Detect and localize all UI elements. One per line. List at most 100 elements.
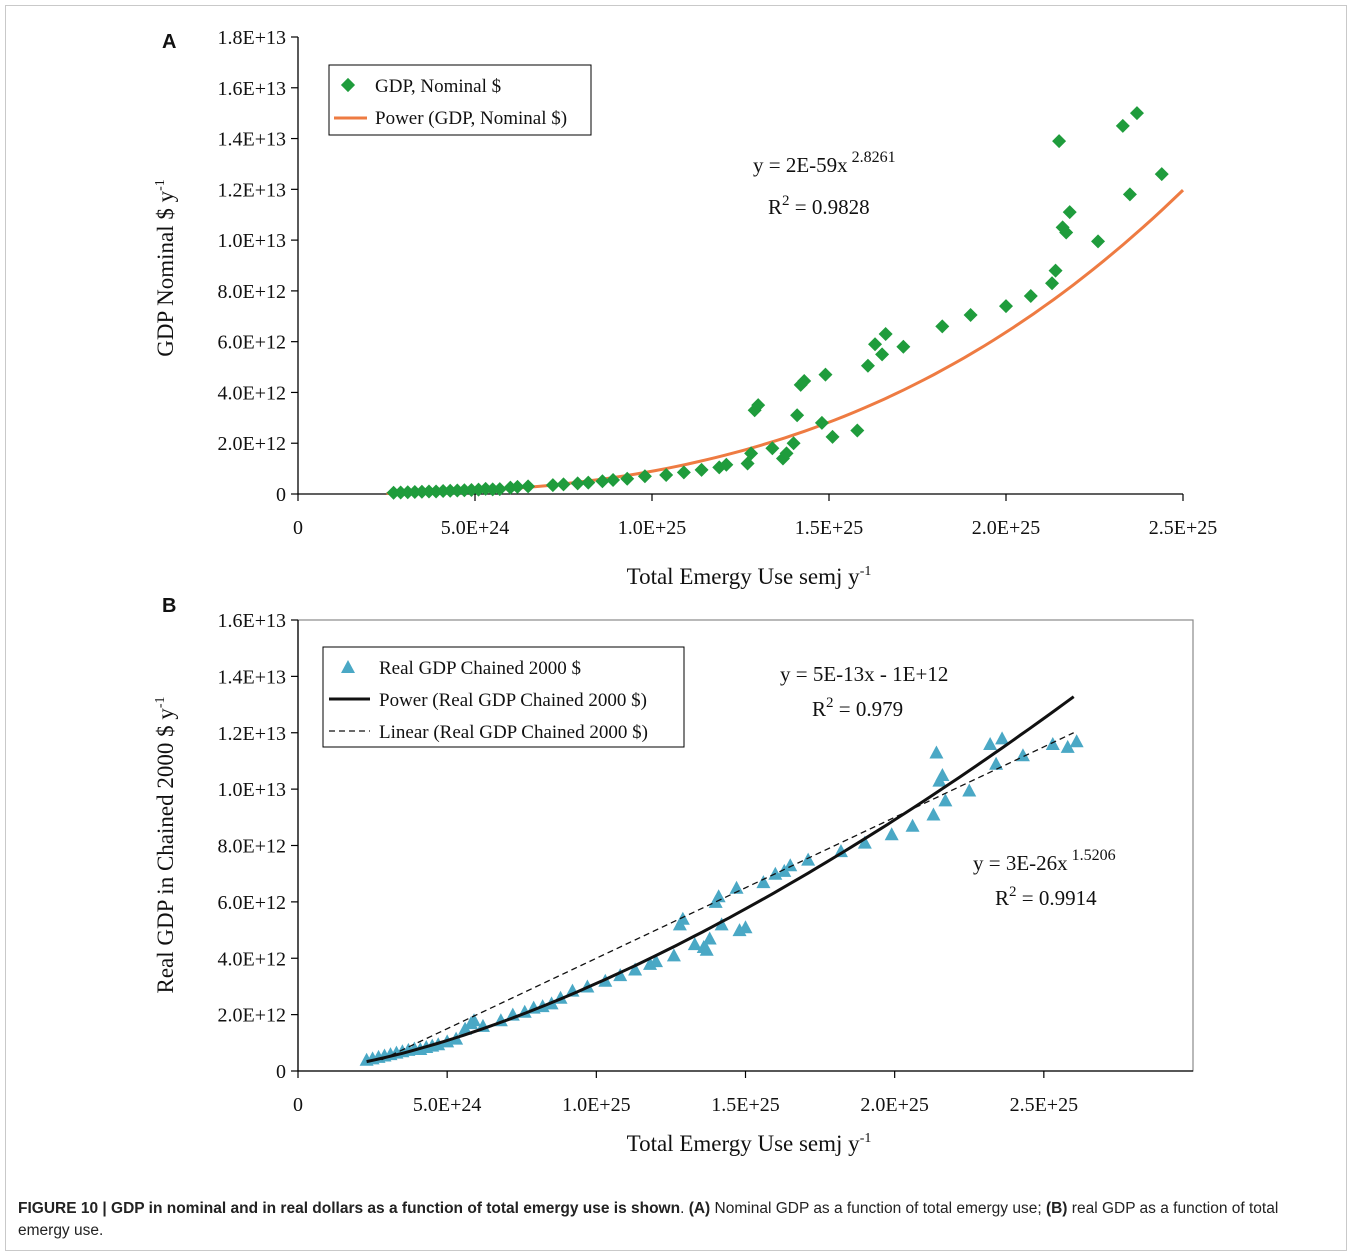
panel-b-y-tick-label: 2.0E+12 (218, 1005, 287, 1027)
panel-b-y-tick-label: 1.4E+13 (218, 666, 287, 688)
data-point-real-gdp (675, 911, 690, 925)
panel-a-x-tick-label: 1.5E+25 (795, 517, 864, 539)
caption-b-text: real GDP as a function of total emergy u… (18, 1200, 1279, 1239)
panel-b-linear-r-squared: R2 = 0.979 (812, 695, 903, 721)
power-fit-curve-real (366, 695, 1075, 1064)
data-point-real-gdp (935, 768, 950, 782)
data-point-gdp-nominal (421, 484, 436, 499)
panel-b-y-tick-label: 0 (276, 1061, 286, 1083)
data-point-real-gdp (962, 783, 977, 797)
data-point-real-gdp (711, 889, 726, 903)
figure-canvas: A 0 2.0E+12 4.0E+12 6.0E+12 8.0E+12 1.0E+13 1.… (153, 27, 1217, 1156)
data-point-real-gdp (649, 954, 663, 968)
panel-b-legend-label-2: Power (Real GDP Chained 2000 $) (379, 690, 647, 711)
data-point-real-gdp (687, 937, 702, 951)
data-point-gdp-nominal (581, 475, 596, 490)
panel-a-y-tick-label: 4.0E+12 (218, 382, 287, 404)
data-point-real-gdp (938, 793, 953, 807)
linear-fit-line-real (381, 732, 1074, 1061)
panel-a-y-tick-label: 6.0E+12 (218, 332, 287, 354)
panel-a-x-tick-label: 2.5E+25 (1149, 517, 1218, 539)
panel-a-legend-label-1: GDP, Nominal $ (375, 76, 501, 97)
panel-b-legend: Real GDP Chained 2000 $ Power (Real GDP … (322, 646, 685, 748)
panel-a-x-tick-label: 0 (293, 517, 303, 539)
data-point-real-gdp (995, 731, 1010, 745)
panel-a-y-tick-label: 1.0E+13 (218, 230, 287, 252)
panel-a-legend-box (328, 64, 592, 136)
panel-a-y-tick-label: 2.0E+12 (218, 433, 287, 455)
data-point-gdp-nominal (860, 358, 875, 373)
panel-a-y-tick-label: 0 (276, 484, 286, 506)
data-point-gdp-nominal (790, 408, 805, 423)
data-point-gdp-nominal (744, 446, 759, 461)
panel-a-legend: GDP, Nominal $ Power (GDP, Nominal $) (328, 64, 592, 136)
data-point-gdp-nominal (751, 398, 766, 413)
data-point-gdp-nominal (875, 347, 890, 362)
data-point-real-gdp (884, 827, 899, 841)
data-point-gdp-nominal (850, 423, 865, 438)
data-point-gdp-nominal (570, 476, 585, 491)
panel-b-y-tick-label: 1.2E+13 (218, 723, 287, 745)
caption-a-text: Nominal GDP as a function of total emerg… (710, 1200, 1046, 1217)
data-point-gdp-nominal (620, 471, 635, 486)
data-point-gdp-nominal (786, 436, 801, 451)
data-point-real-gdp (738, 920, 753, 934)
data-point-gdp-nominal (1059, 225, 1074, 240)
data-point-gdp-nominal (719, 457, 734, 472)
data-point-gdp-nominal (825, 429, 840, 444)
panel-b-y-tick-label: 6.0E+12 (218, 892, 287, 914)
panel-b-x-tick-label: 1.0E+25 (562, 1094, 631, 1116)
data-point-gdp-nominal (1023, 288, 1038, 303)
data-point-gdp-nominal (521, 479, 536, 494)
panel-b-x-tick-label: 5.0E+24 (413, 1094, 482, 1116)
data-point-gdp-nominal (779, 446, 794, 461)
panel-a-x-axis-title: Total Emergy Use semj y-1 (627, 564, 872, 589)
panel-a-y-tick-label: 1.8E+13 (218, 27, 287, 49)
caption-b-tag: (B) (1045, 1200, 1068, 1217)
data-point-gdp-nominal (868, 337, 883, 352)
panel-b: B 0 2.0E+12 4.0E+12 6.0E+12 8.0E+12 1.0E+13 1.… (153, 595, 1194, 1156)
data-point-gdp-nominal (765, 441, 780, 456)
data-point-gdp-nominal (963, 308, 978, 323)
panel-b-letter: B (162, 595, 176, 617)
panel-b-legend-label-3: Linear (Real GDP Chained 2000 $) (379, 722, 648, 743)
panel-b-y-tick-label: 8.0E+12 (218, 836, 287, 858)
data-point-real-gdp (1045, 737, 1060, 751)
figure-caption: FIGURE 10 | GDP in nominal and in real d… (18, 1198, 1328, 1242)
data-point-gdp-nominal (694, 462, 709, 477)
panel-a-y-tick-label: 1.4E+13 (218, 129, 287, 151)
data-point-gdp-nominal (1048, 263, 1063, 278)
caption-a-tag: (A) (688, 1200, 711, 1217)
data-point-gdp-nominal (1122, 187, 1137, 202)
panel-a-letter: A (162, 31, 176, 53)
panel-b-x-tick-label: 2.5E+25 (1010, 1094, 1079, 1116)
data-point-gdp-nominal (637, 469, 652, 484)
legend-diamond-icon (340, 77, 356, 93)
data-point-gdp-nominal (659, 467, 674, 482)
data-point-gdp-nominal (814, 415, 829, 430)
data-point-real-gdp (613, 968, 628, 982)
legend-triangle-icon (341, 660, 355, 673)
data-point-real-gdp (1060, 739, 1075, 753)
panel-b-power-equation: y = 3E-26x 1.5206 (973, 847, 1116, 875)
data-point-real-gdp (783, 858, 798, 872)
data-point-real-gdp (857, 835, 872, 849)
panel-b-y-axis-title: Real GDP in Chained 2000 $ y-1 (153, 696, 178, 993)
data-point-gdp-nominal (896, 339, 911, 354)
panel-b-legend-box (322, 646, 685, 748)
data-point-real-gdp (628, 962, 643, 976)
panel-a: A 0 2.0E+12 4.0E+12 6.0E+12 8.0E+12 1.0E+13 1.… (153, 27, 1217, 589)
panel-a-equation: y = 2E-59x 2.8261 (753, 149, 896, 177)
data-point-real-gdp (714, 917, 729, 931)
data-point-real-gdp (699, 942, 714, 956)
data-point-real-gdp (729, 880, 744, 894)
caption-separator: . (680, 1200, 689, 1217)
panel-b-legend-label-1: Real GDP Chained 2000 $ (379, 658, 581, 679)
data-point-gdp-nominal (595, 474, 610, 489)
panel-a-legend-label-2: Power (GDP, Nominal $) (375, 108, 567, 129)
panel-b-y-tick-label: 1.6E+13 (218, 610, 287, 632)
data-point-gdp-nominal (1052, 134, 1067, 149)
data-point-gdp-nominal (1154, 167, 1169, 182)
data-point-real-gdp (989, 756, 1004, 770)
data-point-gdp-nominal (818, 367, 833, 382)
